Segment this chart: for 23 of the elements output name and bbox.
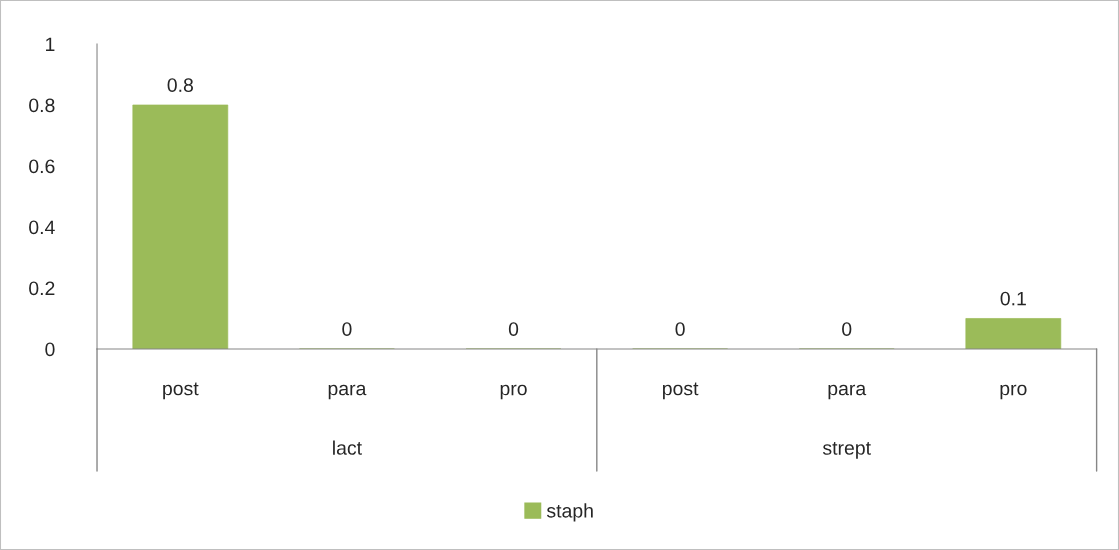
- y-tick-label: 0.2: [29, 281, 55, 296]
- text: strept: [822, 442, 871, 459]
- y-tick-label: 1: [46, 37, 55, 52]
- y-tick-label: 0.4: [29, 220, 55, 235]
- data-label: 0: [842, 322, 852, 336]
- y-tick-label: 0.6: [29, 159, 55, 174]
- x-tick-label: pro: [1000, 384, 1027, 400]
- data-label: 0.8: [167, 78, 193, 92]
- y-tick-label: 0.8: [29, 98, 55, 113]
- bar: [965, 318, 1062, 349]
- x-tick-label: post: [663, 382, 699, 400]
- data-label: 0: [508, 322, 519, 336]
- legend-label: staph: [546, 503, 593, 522]
- data-label: 0.1: [1000, 291, 1026, 306]
- data-label: 0: [342, 322, 352, 336]
- y-tick-label: 0: [45, 342, 55, 357]
- text: lact: [333, 440, 362, 455]
- data-label: 0: [675, 322, 685, 336]
- bar: [132, 104, 229, 349]
- x-tick-label: para: [828, 384, 867, 400]
- x-tick-label: post: [163, 382, 199, 400]
- x-tick-label: para: [328, 384, 367, 400]
- x-tick-label: pro: [500, 384, 527, 400]
